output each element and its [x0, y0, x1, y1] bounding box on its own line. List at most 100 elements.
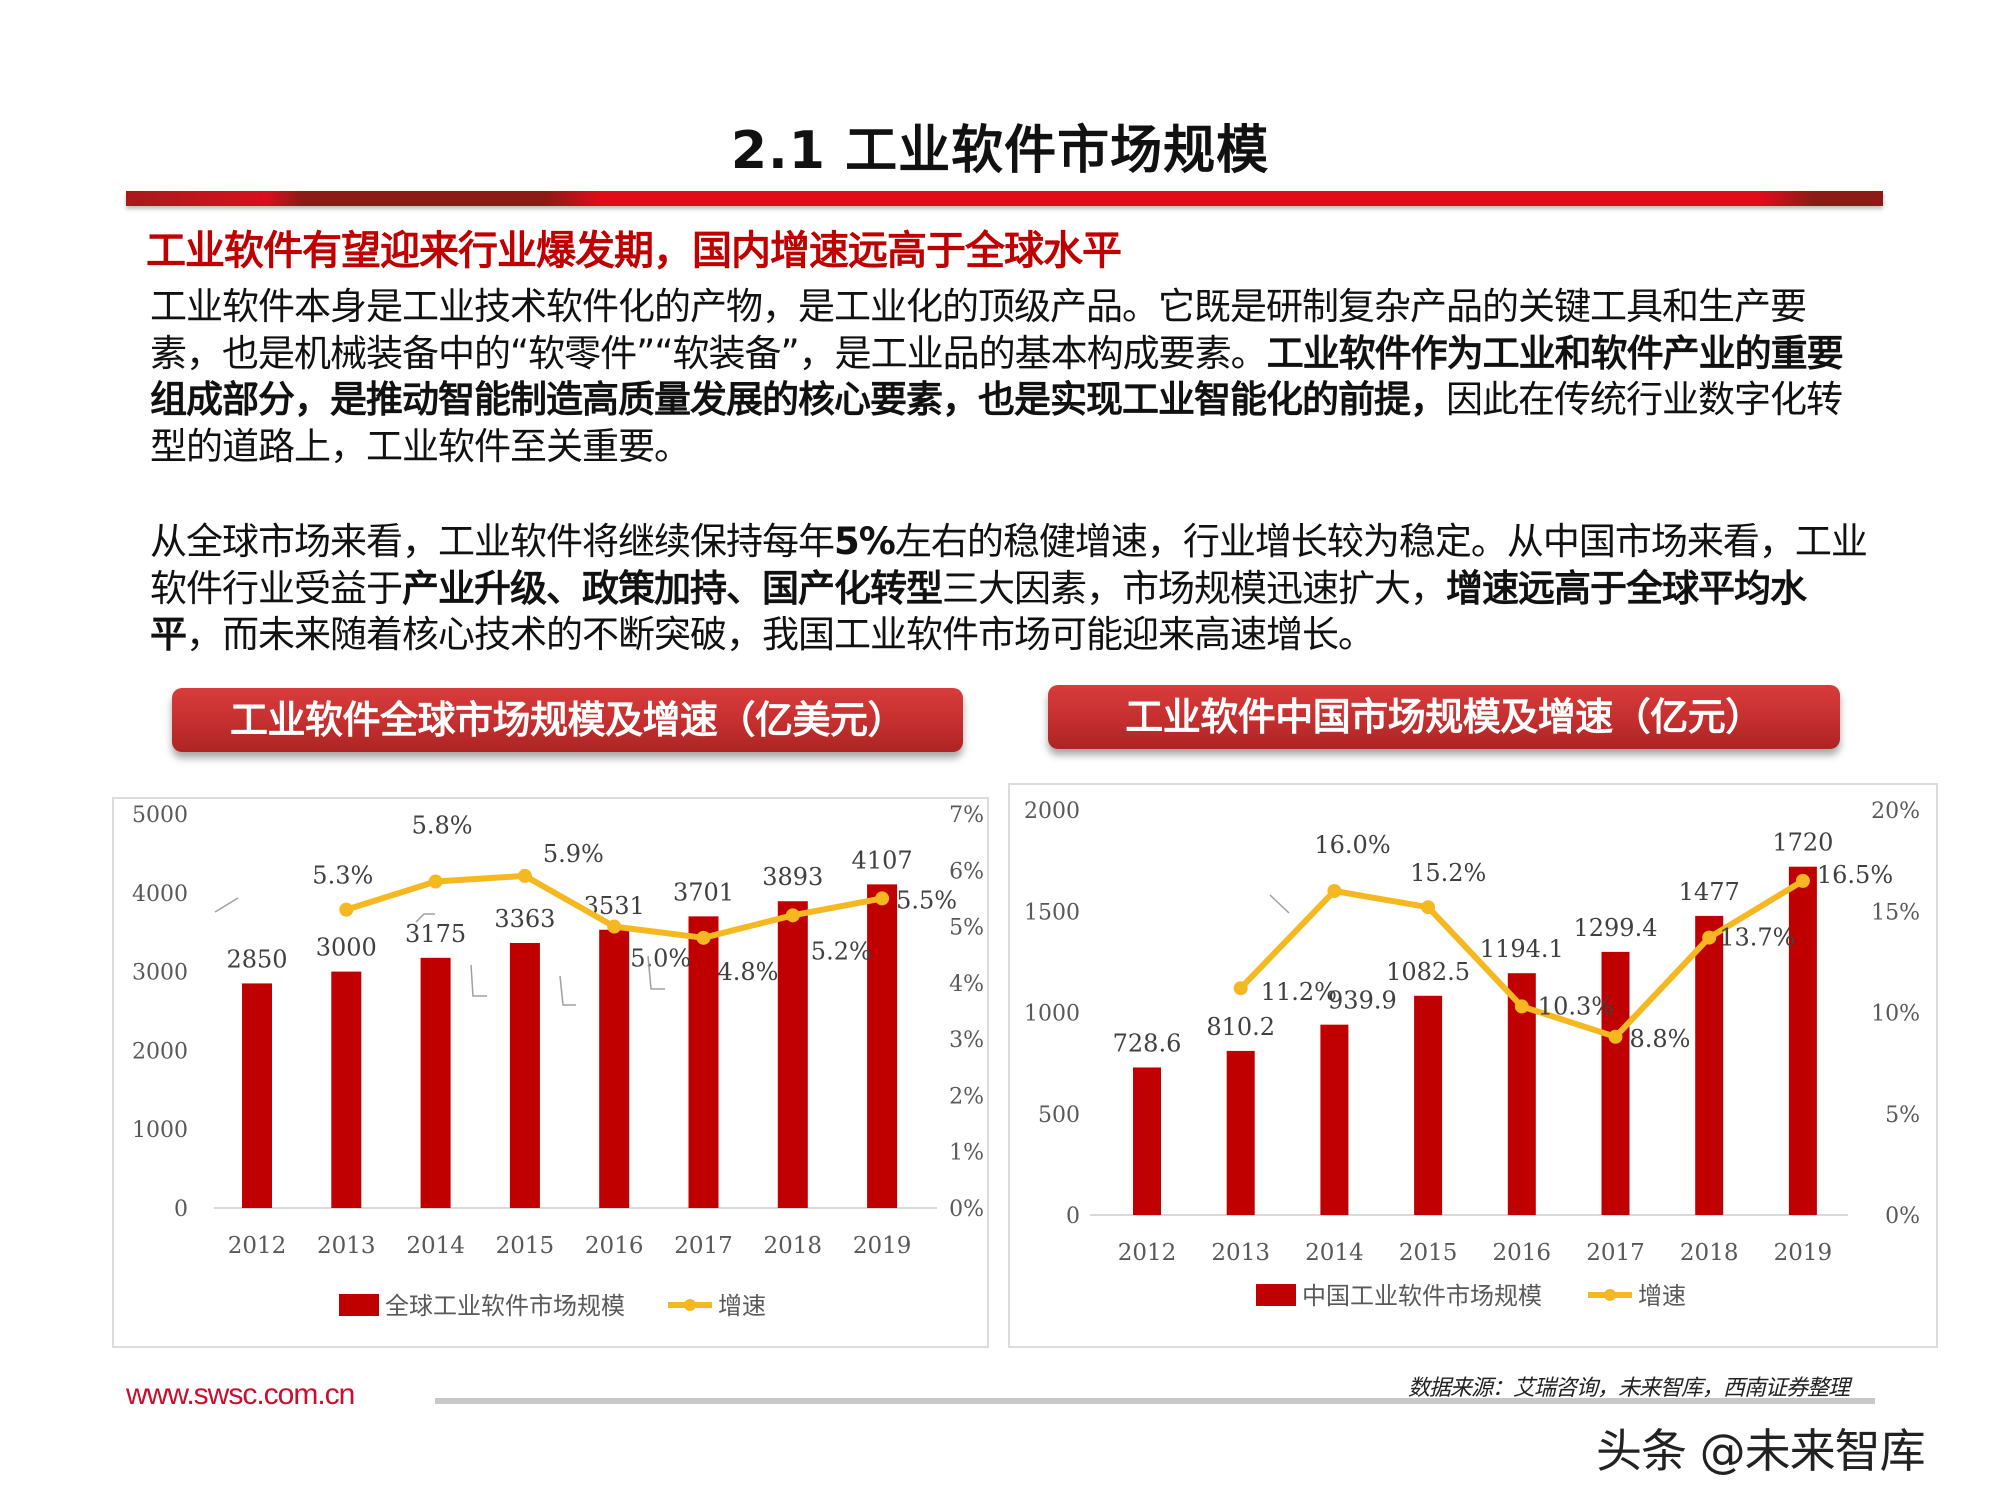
- footer-website-link[interactable]: www.swsc.com.cn: [126, 1378, 355, 1411]
- left-axis-tick: 4000: [132, 882, 188, 907]
- bar-value-label: 810.2: [1206, 1013, 1275, 1041]
- growth-value-label: 5.2%: [811, 937, 872, 965]
- paragraph-run: 工业软件作为工业和软件产业的重要组成部分，是推动智能制造高质量发展的核心要素，也…: [150, 331, 1844, 422]
- footer-divider: [435, 1398, 1875, 1404]
- leader-line: [470, 964, 487, 997]
- paragraph-run: ，而未来随着核心技术的不断突破，我国工业软件市场可能迎来高速增长。: [186, 613, 1375, 656]
- left-axis-tick: 0: [1066, 1204, 1080, 1229]
- bar-value-label: 3000: [316, 934, 377, 962]
- left-axis-tick: 1500: [1024, 900, 1080, 925]
- growth-point: [1327, 884, 1342, 898]
- growth-value-label: 5.3%: [312, 862, 373, 890]
- growth-value-label: 10.3%: [1538, 992, 1614, 1020]
- growth-point: [1795, 873, 1810, 888]
- body-paragraph-1: 工业软件本身是工业技术软件化的产物，是工业化的顶级产品。它既是研制复杂产品的关键…: [150, 284, 1870, 470]
- right-axis-tick: 0%: [1885, 1204, 1920, 1229]
- global-chart-plot: 0 1000 2000 3000 4000 5000 0% 1% 2% 3% 4% 5% 6% 7% 285…: [132, 803, 984, 1320]
- x-axis-tick: 2015: [1399, 1240, 1458, 1266]
- x-axis-tick: 2018: [764, 1233, 823, 1259]
- left-axis-tick: 5000: [132, 803, 188, 828]
- bar-value-label: 1194.1: [1480, 935, 1564, 963]
- watermark-text: 头条 @未来智库: [1596, 1424, 1926, 1478]
- x-axis-tick: 2013: [317, 1233, 376, 1259]
- bar-value-label: 1082.5: [1386, 958, 1470, 986]
- leader-line: [214, 897, 239, 913]
- left-axis-tick: 2000: [132, 1039, 188, 1064]
- right-axis-tick: 5%: [949, 916, 984, 941]
- x-axis-tick: 2013: [1211, 1240, 1270, 1266]
- right-axis-tick: 0%: [949, 1197, 984, 1222]
- growth-point: [1514, 999, 1529, 1014]
- growth-point: [1702, 930, 1717, 945]
- growth-value-label: 16.0%: [1314, 831, 1390, 859]
- right-axis-tick: 20%: [1871, 799, 1920, 824]
- right-axis-tick: 4%: [949, 972, 984, 997]
- bar: [1788, 866, 1817, 1215]
- bar: [331, 971, 362, 1208]
- x-axis-tick: 2019: [853, 1233, 912, 1259]
- bar: [420, 957, 451, 1208]
- right-axis-tick: 3%: [949, 1028, 984, 1053]
- growth-point: [517, 868, 532, 883]
- title-divider-bar: [126, 191, 1883, 206]
- growth-value-label: 8.8%: [1630, 1025, 1691, 1053]
- bar: [1320, 1024, 1349, 1215]
- bar: [242, 983, 272, 1208]
- x-axis-tick: 2012: [228, 1233, 287, 1259]
- legend-line-label: 增速: [718, 1292, 766, 1320]
- right-axis-tick: 7%: [949, 803, 984, 828]
- bar: [1507, 973, 1536, 1215]
- china-chart-plot: 0 500 1000 1500 2000 0% 5% 10% 15% 20% 728.6 2012 81…: [1024, 799, 1920, 1310]
- x-axis-tick: 2018: [1680, 1240, 1739, 1266]
- china-market-chart: 0 500 1000 1500 2000 0% 5% 10% 15% 20% 728.6 2012 81…: [1008, 783, 1938, 1348]
- x-axis-tick: 2014: [1305, 1240, 1364, 1266]
- bar-value-label: 3175: [405, 920, 466, 948]
- growth-point: [339, 902, 354, 917]
- bar: [599, 929, 630, 1208]
- bar: [1695, 915, 1724, 1215]
- x-axis-tick: 2017: [674, 1233, 733, 1259]
- bar-value-label: 3893: [762, 863, 823, 891]
- x-axis-tick: 2016: [1493, 1240, 1552, 1266]
- paragraph-run: 左右的稳健增速，行业增长较为稳定。从中国市场来看，工业软件行业受益于: [150, 520, 1868, 610]
- bar: [867, 884, 898, 1208]
- body-paragraph-2: 从全球市场来看，工业软件将继续保持每年5%左右的稳健增速，行业增长较为稳定。从中…: [150, 519, 1870, 659]
- bar-value-label: 1299.4: [1574, 914, 1658, 942]
- bar: [1414, 995, 1443, 1215]
- leader-line: [647, 955, 665, 990]
- growth-value-label: 15.2%: [1410, 859, 1486, 887]
- growth-point: [428, 874, 443, 889]
- growth-value-label: 5.8%: [412, 812, 473, 840]
- legend-bar-label: 全球工业软件市场规模: [385, 1292, 625, 1320]
- right-axis-tick: 6%: [949, 859, 984, 884]
- x-axis-tick: 2015: [496, 1233, 555, 1259]
- growth-value-label: 16.5%: [1817, 861, 1893, 889]
- legend-bar-swatch: [339, 1294, 379, 1316]
- bar-value-label: 3701: [673, 878, 734, 906]
- global-market-chart: 0 1000 2000 3000 4000 5000 0% 1% 2% 3% 4% 5% 6% 7% 285…: [112, 797, 989, 1348]
- right-axis-tick: 15%: [1871, 900, 1920, 925]
- bar-value-label: 1720: [1772, 829, 1833, 857]
- bar: [1226, 1050, 1255, 1215]
- growth-value-label: 11.2%: [1261, 978, 1337, 1006]
- leader-line: [1269, 894, 1290, 914]
- bar-value-label: 728.6: [1113, 1029, 1182, 1057]
- left-axis-tick: 3000: [132, 961, 188, 986]
- bar: [1133, 1067, 1161, 1215]
- x-axis-tick: 2012: [1118, 1240, 1177, 1266]
- paragraph-run: 工业软件本身是工业技术软件化的产物，是工业化的顶级产品。它既是研制复杂产品的关键…: [150, 285, 1807, 375]
- x-axis-tick: 2016: [585, 1233, 644, 1259]
- paragraph-run: 产业升级、政策加持、国产化转型: [402, 566, 943, 610]
- bar-value-label: 4107: [852, 846, 913, 874]
- leader-line: [415, 913, 435, 923]
- bar-value-label: 3363: [494, 905, 555, 933]
- paragraph-run: 因此在传统行业数字化转型的道路上，工业软件至关重要。: [150, 378, 1843, 468]
- growth-point: [785, 908, 800, 923]
- left-axis-tick: 2000: [1024, 799, 1080, 824]
- legend-bar-swatch: [1256, 1284, 1296, 1306]
- growth-point: [607, 919, 622, 934]
- growth-point: [875, 891, 890, 906]
- paragraph-run: 三大因素，市场规模迅速扩大，: [942, 566, 1447, 610]
- right-axis-tick: 5%: [1885, 1103, 1920, 1128]
- growth-value-label: 4.8%: [718, 958, 779, 986]
